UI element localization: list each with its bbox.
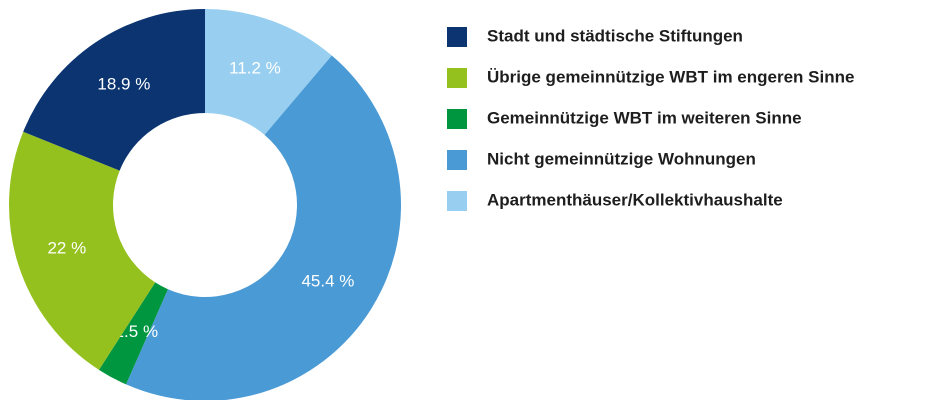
legend-label: Nicht gemeinnützige Wohnungen xyxy=(487,149,756,168)
legend-swatch xyxy=(447,68,467,88)
legend-swatch xyxy=(447,109,467,129)
donut-slice xyxy=(98,282,168,385)
donut-slice xyxy=(205,9,332,135)
value-label: 45.4 % xyxy=(301,271,354,290)
legend-label: Apartmenthäuser/Kollektivhaushalte xyxy=(487,190,783,209)
donut-slice xyxy=(8,131,156,370)
legend-label: Übrige gemeinnützige WBT im engeren Sinn… xyxy=(487,67,854,86)
donut-slice xyxy=(126,55,401,400)
legend-swatch xyxy=(447,191,467,211)
legend-label: Stadt und städtische Stiftungen xyxy=(487,26,743,45)
value-label: 11.2 % xyxy=(229,58,281,77)
legend-label: Gemeinnützige WBT im weiteren Sinne xyxy=(487,108,802,127)
value-label: 18.9 % xyxy=(97,74,150,93)
legend-swatch xyxy=(447,150,467,170)
donut-slice xyxy=(23,9,206,171)
legend-swatch xyxy=(447,27,467,47)
value-label: 22 % xyxy=(47,238,86,257)
